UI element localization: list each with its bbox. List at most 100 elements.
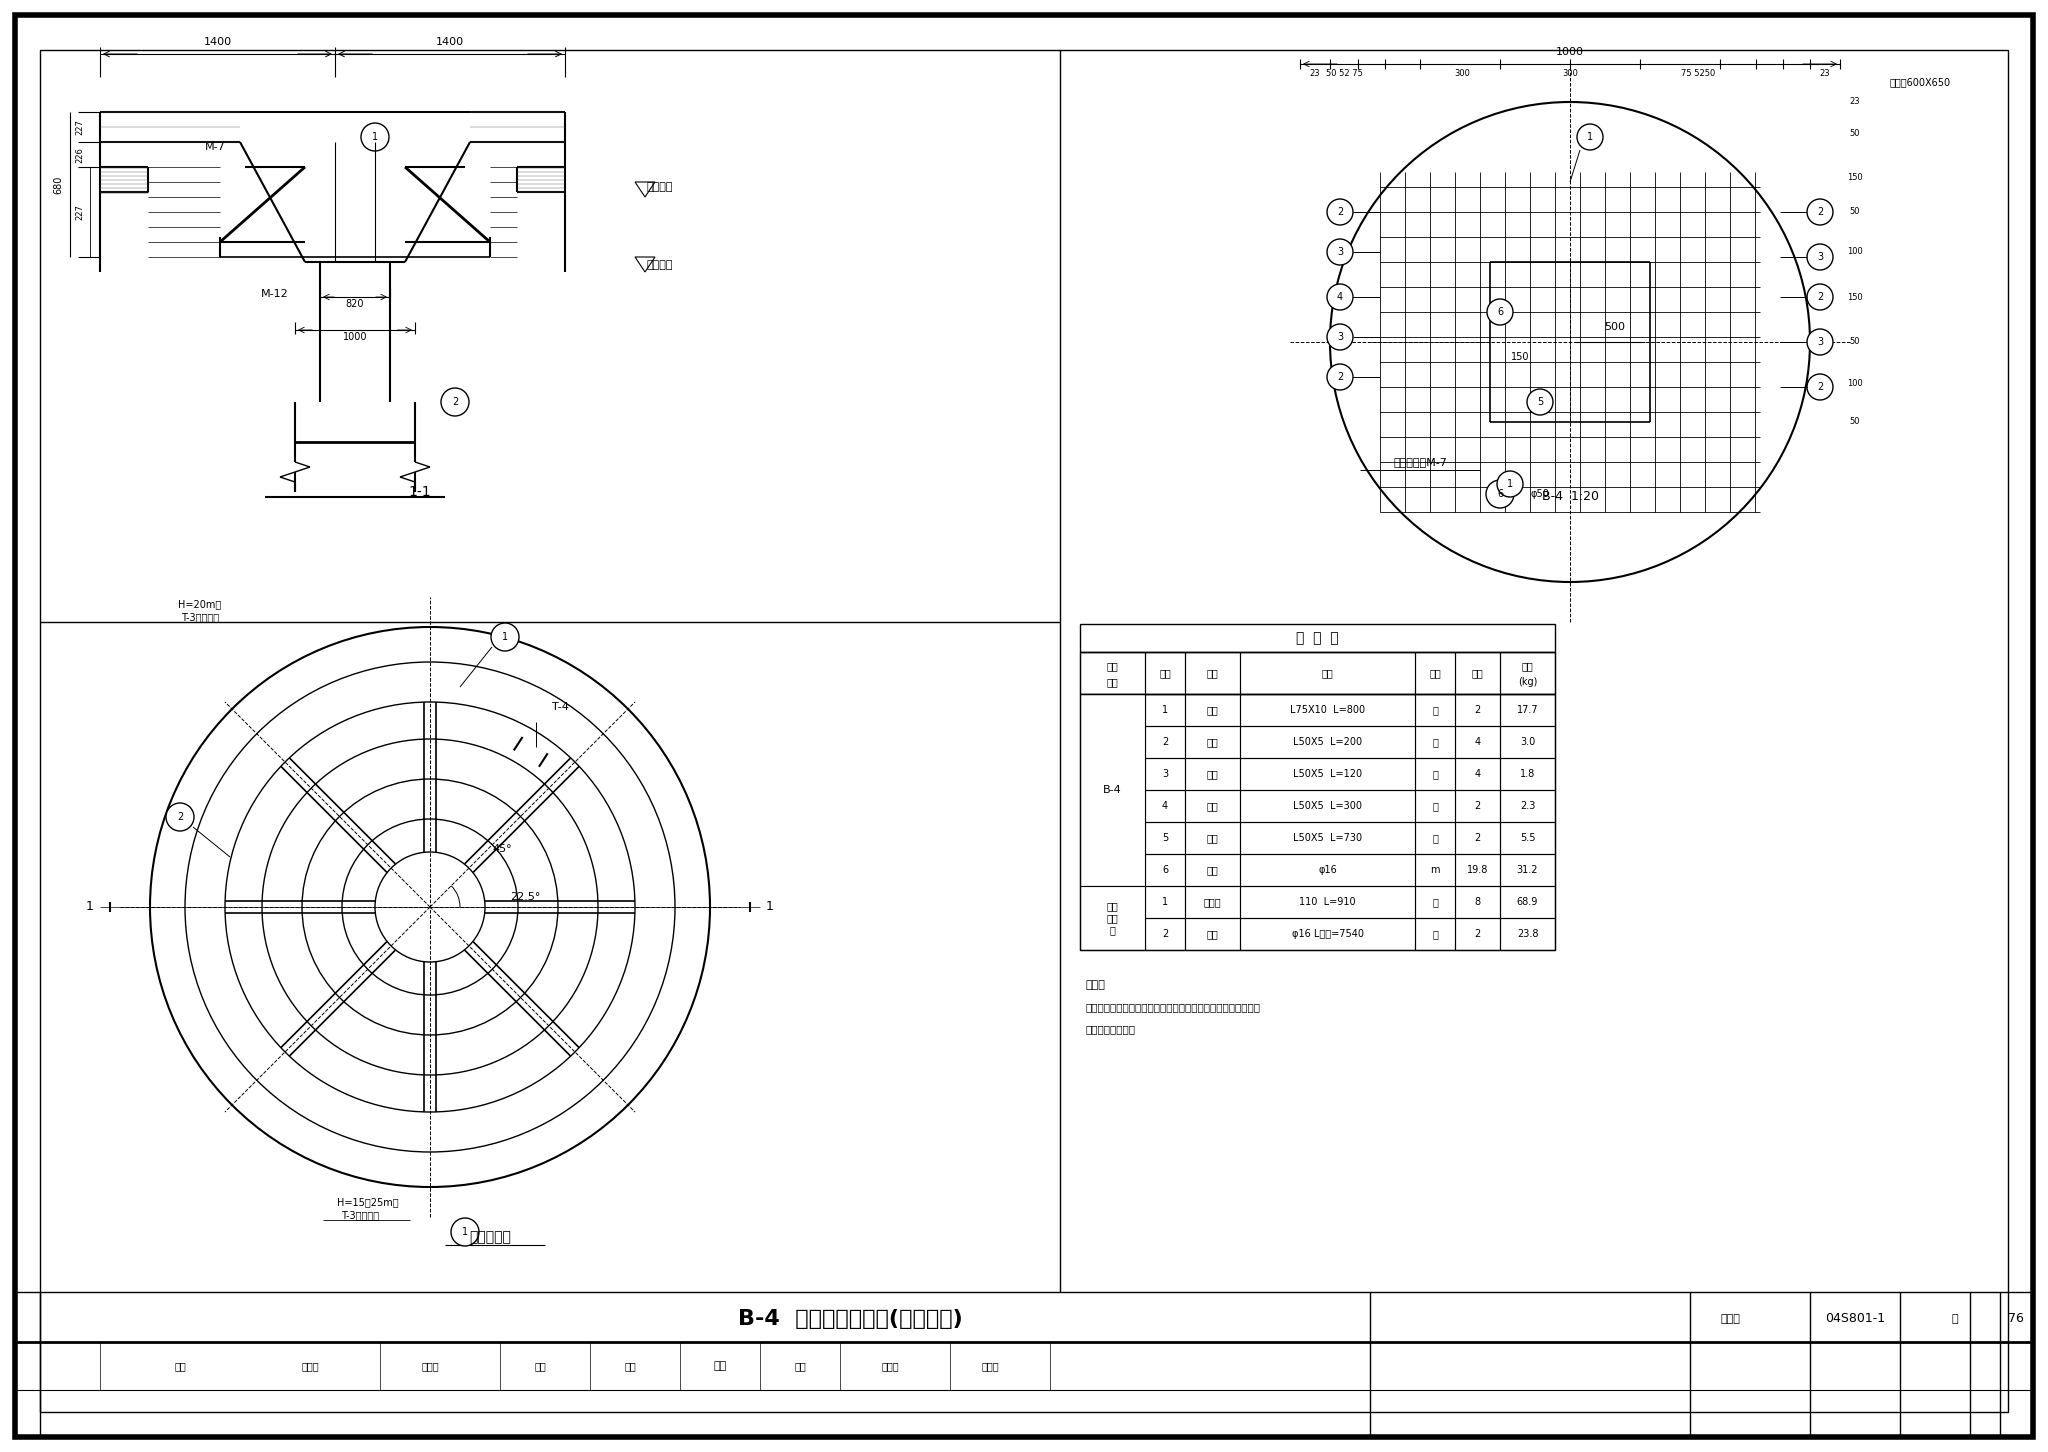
Text: 1: 1 xyxy=(1587,132,1593,142)
Text: 杆: 杆 xyxy=(1110,925,1116,935)
Text: 500: 500 xyxy=(1604,322,1626,333)
Text: B-4  1:20: B-4 1:20 xyxy=(1542,491,1599,504)
Text: 2: 2 xyxy=(1817,208,1823,216)
Text: 31.2: 31.2 xyxy=(1518,865,1538,876)
Bar xyxy=(1499,918,1554,950)
Text: 1: 1 xyxy=(1161,897,1167,908)
Text: 150: 150 xyxy=(1511,351,1530,362)
Text: 23.8: 23.8 xyxy=(1518,929,1538,939)
Text: 重量: 重量 xyxy=(1522,661,1534,671)
Bar xyxy=(1145,886,1186,918)
Text: 3.0: 3.0 xyxy=(1520,738,1536,746)
Text: 宗绍先: 宗绍先 xyxy=(301,1361,319,1371)
Bar xyxy=(1415,822,1454,854)
Text: 6: 6 xyxy=(1497,489,1503,499)
Text: 50: 50 xyxy=(1849,129,1860,138)
Text: 2: 2 xyxy=(1475,833,1481,844)
Text: 页: 页 xyxy=(1952,1314,1958,1324)
Bar xyxy=(1454,886,1499,918)
Text: 1: 1 xyxy=(463,1227,469,1237)
Circle shape xyxy=(1577,123,1604,150)
Text: 8: 8 xyxy=(1475,897,1481,908)
Text: 角钢: 角钢 xyxy=(1206,833,1219,844)
Text: 2: 2 xyxy=(1161,929,1167,939)
Bar xyxy=(1415,854,1454,886)
Text: 名称: 名称 xyxy=(1106,677,1118,687)
Bar xyxy=(1239,652,1415,694)
Bar xyxy=(1079,886,1145,950)
Bar xyxy=(1499,854,1554,886)
Bar xyxy=(1454,854,1499,886)
Text: 根: 根 xyxy=(1432,738,1438,746)
Text: 6: 6 xyxy=(1497,306,1503,317)
Text: 300: 300 xyxy=(1454,70,1470,78)
Bar xyxy=(1499,886,1554,918)
Bar xyxy=(1186,694,1239,726)
Circle shape xyxy=(1806,330,1833,354)
Text: 1.8: 1.8 xyxy=(1520,770,1536,780)
Bar xyxy=(1186,758,1239,790)
Text: 2.3: 2.3 xyxy=(1520,802,1536,812)
Text: 角钢: 角钢 xyxy=(1206,706,1219,714)
Text: M-12: M-12 xyxy=(262,289,289,299)
Bar xyxy=(1186,822,1239,854)
Text: B-4: B-4 xyxy=(1104,786,1122,796)
Text: 4: 4 xyxy=(1475,738,1481,746)
Bar xyxy=(1239,726,1415,758)
Bar xyxy=(1415,918,1454,950)
Bar xyxy=(1239,918,1415,950)
Bar xyxy=(1145,726,1186,758)
Text: 1: 1 xyxy=(86,900,94,913)
Text: 角钢: 角钢 xyxy=(1206,770,1219,780)
Text: 李华芳: 李华芳 xyxy=(981,1361,999,1371)
Text: 227: 227 xyxy=(76,205,84,219)
Text: 50: 50 xyxy=(1849,208,1860,216)
Circle shape xyxy=(1487,299,1513,325)
Text: 设计: 设计 xyxy=(795,1361,805,1371)
Text: B-4  及支筒顶栏杆图(预制方案): B-4 及支筒顶栏杆图(预制方案) xyxy=(737,1310,963,1329)
Text: 工字钢: 工字钢 xyxy=(1204,897,1221,908)
Bar xyxy=(1499,652,1554,694)
Text: 根: 根 xyxy=(1432,706,1438,714)
Bar xyxy=(1079,624,1554,652)
Text: 根: 根 xyxy=(1432,929,1438,939)
Bar xyxy=(1415,758,1454,790)
Text: 150: 150 xyxy=(1847,173,1864,182)
Bar xyxy=(1145,854,1186,886)
Text: 6: 6 xyxy=(1161,865,1167,876)
Bar xyxy=(1239,886,1415,918)
Text: 300: 300 xyxy=(1563,70,1577,78)
Text: T-3所在位置: T-3所在位置 xyxy=(180,611,219,621)
Bar xyxy=(1499,758,1554,790)
Text: 1400: 1400 xyxy=(205,36,231,46)
Text: 75 5250: 75 5250 xyxy=(1681,70,1714,78)
Text: 100: 100 xyxy=(1847,247,1864,257)
Text: 100: 100 xyxy=(1847,379,1864,389)
Bar xyxy=(1079,652,1554,694)
Bar xyxy=(1145,694,1186,726)
Polygon shape xyxy=(635,182,655,197)
Text: 22.5°: 22.5° xyxy=(510,892,541,902)
Text: 2: 2 xyxy=(1817,292,1823,302)
Text: 根: 根 xyxy=(1432,770,1438,780)
Circle shape xyxy=(166,803,195,831)
Text: 支筒预埋件M-7: 支筒预埋件M-7 xyxy=(1393,457,1448,468)
Text: 820: 820 xyxy=(346,299,365,309)
Text: 227: 227 xyxy=(76,119,84,135)
Text: 19.8: 19.8 xyxy=(1466,865,1489,876)
Text: 焊缝应密贴饱满。: 焊缝应密贴饱满。 xyxy=(1085,1024,1135,1034)
Text: 角钢: 角钢 xyxy=(1206,802,1219,812)
Text: L50X5  L=300: L50X5 L=300 xyxy=(1292,802,1362,812)
Text: 50: 50 xyxy=(1849,418,1860,427)
Text: 1000: 1000 xyxy=(342,333,367,343)
Bar xyxy=(1079,694,1145,886)
Text: 68.9: 68.9 xyxy=(1518,897,1538,908)
Bar xyxy=(1239,694,1415,726)
Text: 1: 1 xyxy=(1161,706,1167,714)
Bar xyxy=(1454,790,1499,822)
Text: 1: 1 xyxy=(373,132,379,142)
Bar xyxy=(1454,822,1499,854)
Bar xyxy=(1239,854,1415,886)
Text: 1400: 1400 xyxy=(436,36,465,46)
Text: 何迪: 何迪 xyxy=(713,1361,727,1371)
